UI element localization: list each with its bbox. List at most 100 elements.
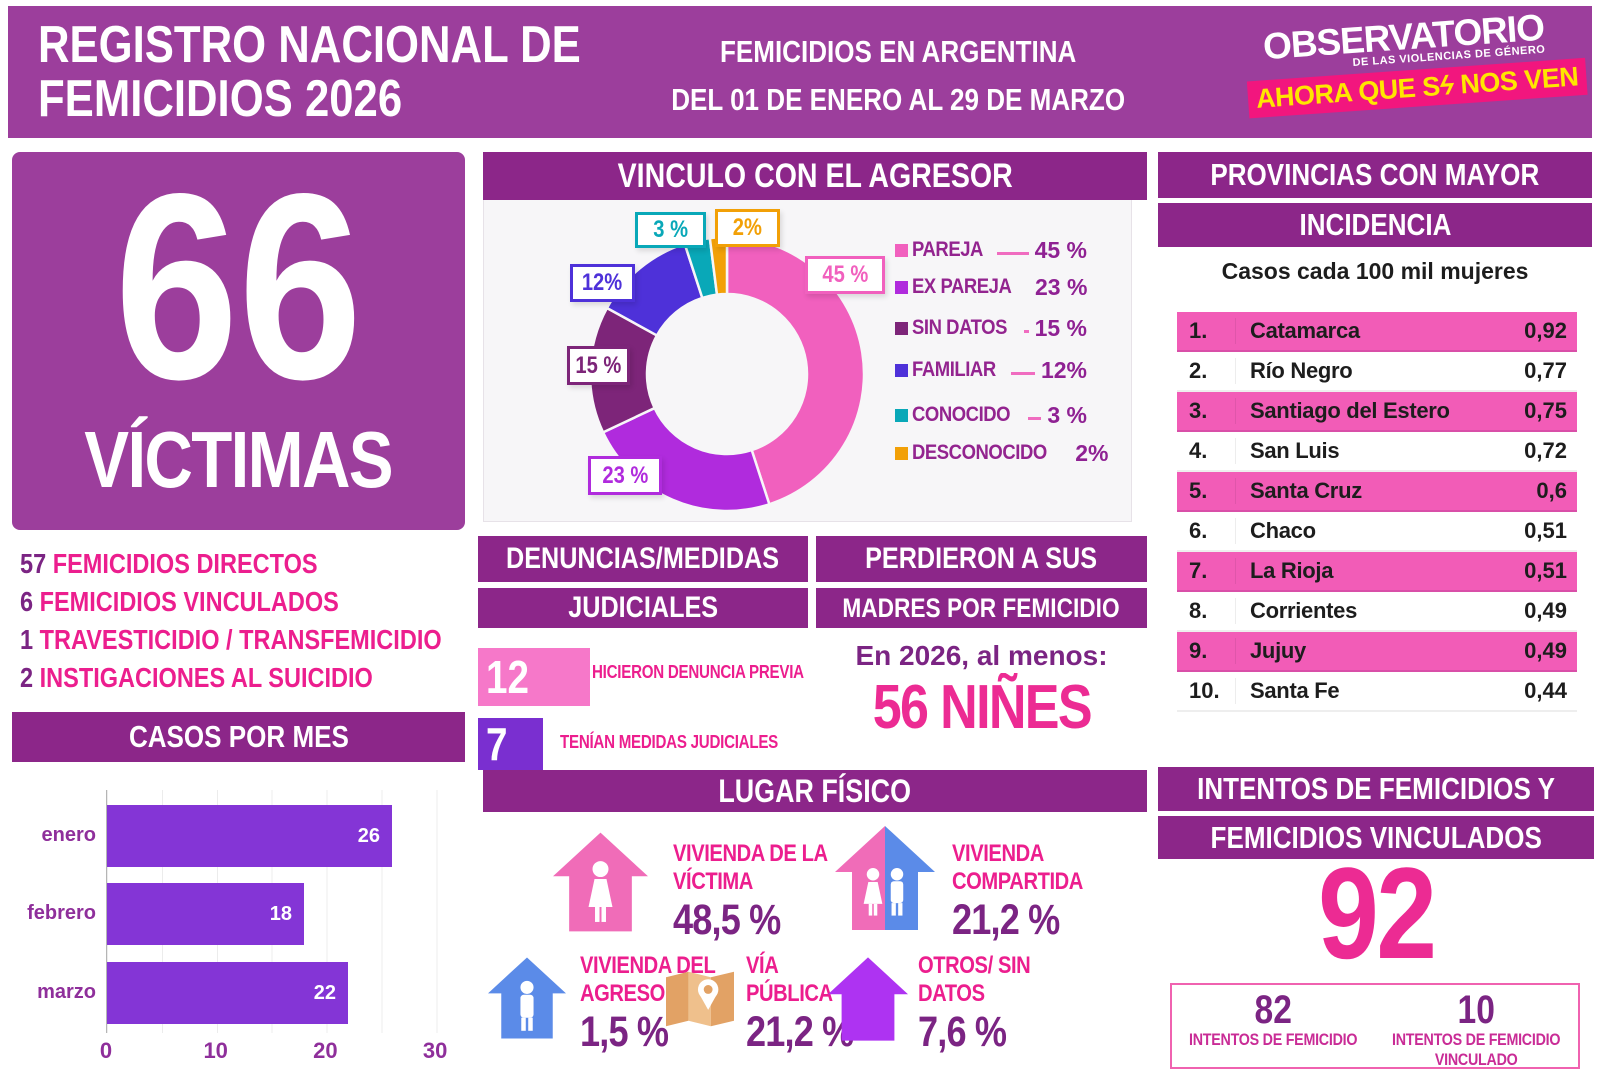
month-label: febrero [27, 902, 96, 924]
legend-value: 12% [1040, 356, 1087, 383]
province-value: 0,49 [1524, 598, 1567, 623]
province-rank: 4. [1177, 438, 1236, 464]
legend-value: 15 % [1034, 314, 1087, 341]
denuncias-label: TENÍAN MEDIDAS JUDICIALES [560, 732, 779, 752]
province-value: 0,49 [1524, 638, 1567, 663]
province-name: Catamarca [1250, 318, 1360, 343]
victims-total-box: 66 VÍCTIMAS [12, 152, 465, 530]
province-name: Santa Cruz [1250, 478, 1362, 503]
vinculo-title: VINCULO CON EL AGRESOR [483, 152, 1147, 200]
callout-familiar: 12% [570, 264, 635, 302]
lugar-item-text: VÍA PÚBLICA 21,2 % [746, 952, 854, 1056]
province-row: 6. Chaco 0,51 [1177, 512, 1577, 552]
legend-label: FAMILIAR [912, 358, 996, 381]
province-row: 3. Santiago del Estero 0,75 [1177, 392, 1577, 432]
province-rank: 8. [1177, 598, 1236, 624]
lugar-fisico-title: LUGAR FÍSICO [483, 770, 1147, 812]
legend-item-ex-pareja: EX PAREJA 23 % [895, 272, 1087, 302]
provincias-title-line2: INCIDENCIA [1158, 203, 1592, 247]
intentos-breakdown-number: 10 [1457, 988, 1496, 1032]
observatorio-logo: OBSERVATORIO DE LAS VIOLENCIAS DE GÉNERO… [1243, 7, 1588, 119]
province-value: 0,51 [1524, 558, 1567, 583]
province-name: Santiago del Estero [1250, 398, 1450, 423]
map-icon [666, 956, 734, 1042]
legend-swatch [895, 408, 908, 422]
province-rank: 7. [1177, 558, 1236, 584]
intentos-breakdown-label: INTENTOS DE FEMICIDIO [1392, 1030, 1561, 1049]
legend-label: CONOCIDO [912, 403, 1011, 426]
province-row: 1. Catamarca 0,92 [1177, 312, 1577, 352]
legend-value: 23 % [1034, 273, 1088, 300]
legend-item-pareja: PAREJA 45 % [895, 235, 1087, 265]
x-tick-label: 10 [203, 1038, 228, 1063]
lugar-item-text: VIVIENDA DEL AGRESOR 1,5 % [580, 952, 716, 1056]
legend-swatch [895, 280, 908, 294]
bar-value: 26 [357, 824, 380, 847]
intentos-total-number: 92 [1317, 840, 1437, 986]
legend-value: 45 % [1034, 236, 1087, 263]
legend-swatch [895, 446, 908, 460]
province-row: 4. San Luis 0,72 [1177, 432, 1577, 472]
denuncias-value-box: 12 [478, 648, 590, 706]
cases-by-month-title: CASOS POR MES [12, 712, 465, 762]
legend-item-conocido: CONOCIDO 3 % [895, 400, 1087, 430]
callout-pareja: 45 % [805, 256, 885, 294]
victims-breakdown-list: 57 FEMICIDIOS DIRECTOS 6 FEMICIDIOS VINCU… [20, 545, 470, 697]
province-name: Chaco [1250, 518, 1316, 543]
victims-label: VÍCTIMAS [84, 415, 394, 504]
intentos-breakdown-cell: 10 INTENTOS DE FEMICIDIO VINCULADO [1375, 985, 1578, 1069]
bar-enero: 26 [107, 805, 392, 867]
province-name: Jujuy [1250, 638, 1306, 663]
month-label: enero [41, 824, 96, 846]
province-value: 0,44 [1524, 678, 1567, 703]
house-couple-icon [835, 826, 935, 930]
province-rank: 9. [1177, 638, 1236, 664]
province-name: Río Negro [1250, 358, 1353, 383]
province-value: 0,6 [1536, 478, 1567, 503]
intentos-breakdown-box: 82 INTENTOS DE FEMICIDIO 10 INTENTOS DE FEM… [1170, 983, 1580, 1069]
province-name: San Luis [1250, 438, 1340, 463]
intentos-breakdown-label: INTENTOS DE FEMICIDIO [1189, 1030, 1358, 1049]
legend-value: 2% [1075, 439, 1109, 466]
bar-value: 22 [313, 981, 336, 1004]
legend-line [1023, 329, 1029, 333]
province-rank: 3. [1177, 398, 1236, 424]
legend-swatch [895, 363, 908, 377]
legend-label: PAREJA [912, 238, 983, 261]
province-row: 10. Santa Fe 0,44 [1177, 672, 1577, 712]
house-icon [828, 950, 908, 1048]
bar-marzo: 22 [107, 962, 348, 1024]
provincias-subtitle: Casos cada 100 mil mujeres [1221, 258, 1529, 284]
lugar-item-text: VIVIENDA COMPARTIDA 21,2 % [952, 840, 1083, 944]
madres-highlight-number: 56 NIÑES [872, 673, 1092, 742]
province-row: 5. Santa Cruz 0,6 [1177, 472, 1577, 512]
legend-label: DESCONOCIDO [912, 441, 1047, 464]
intentos-breakdown-label: VINCULADO [1435, 1050, 1518, 1069]
x-tick-label: 30 [422, 1038, 448, 1063]
province-value: 0,75 [1524, 398, 1567, 423]
province-name: Santa Fe [1250, 678, 1340, 703]
donut-slice-ex-pareja [601, 406, 771, 513]
province-rank: 1. [1177, 318, 1236, 344]
legend-label: EX PAREJA [912, 275, 1012, 298]
legend-line [996, 251, 1029, 255]
breakdown-line: 57 FEMICIDIOS DIRECTOS [20, 548, 318, 579]
lugar-item-text: VIVIENDA DE LA VÍCTIMA 48,5 % [673, 840, 828, 944]
page-subtitle: FEMICIDIOS EN ARGENTINA DEL 01 DE ENERO A… [671, 34, 1125, 117]
callout-sin-datos: 15 % [567, 346, 630, 385]
month-label: marzo [37, 981, 96, 1003]
lugar-item-text: OTROS/ SIN DATOS 7,6 % [918, 952, 1031, 1056]
province-rank: 6. [1177, 518, 1236, 544]
x-tick-label: 0 [99, 1038, 113, 1063]
intentos-title-line2: FEMICIDIOS VINCULADOS [1158, 816, 1594, 859]
denuncias-title-line2: JUDICIALES [478, 588, 808, 628]
province-name: Corrientes [1250, 598, 1358, 623]
x-tick-label: 20 [313, 1038, 338, 1063]
province-value: 0,51 [1524, 518, 1567, 543]
callout-desconocido: 2% [715, 209, 780, 247]
provincias-table: 1. Catamarca 0,92 2. Río Negro 0,77 3. Santiago… [1177, 312, 1577, 712]
vinculo-donut-chart [588, 235, 866, 513]
legend-line [1011, 371, 1035, 375]
intentos-breakdown-cell: 82 INTENTOS DE FEMICIDIO [1172, 985, 1375, 1067]
